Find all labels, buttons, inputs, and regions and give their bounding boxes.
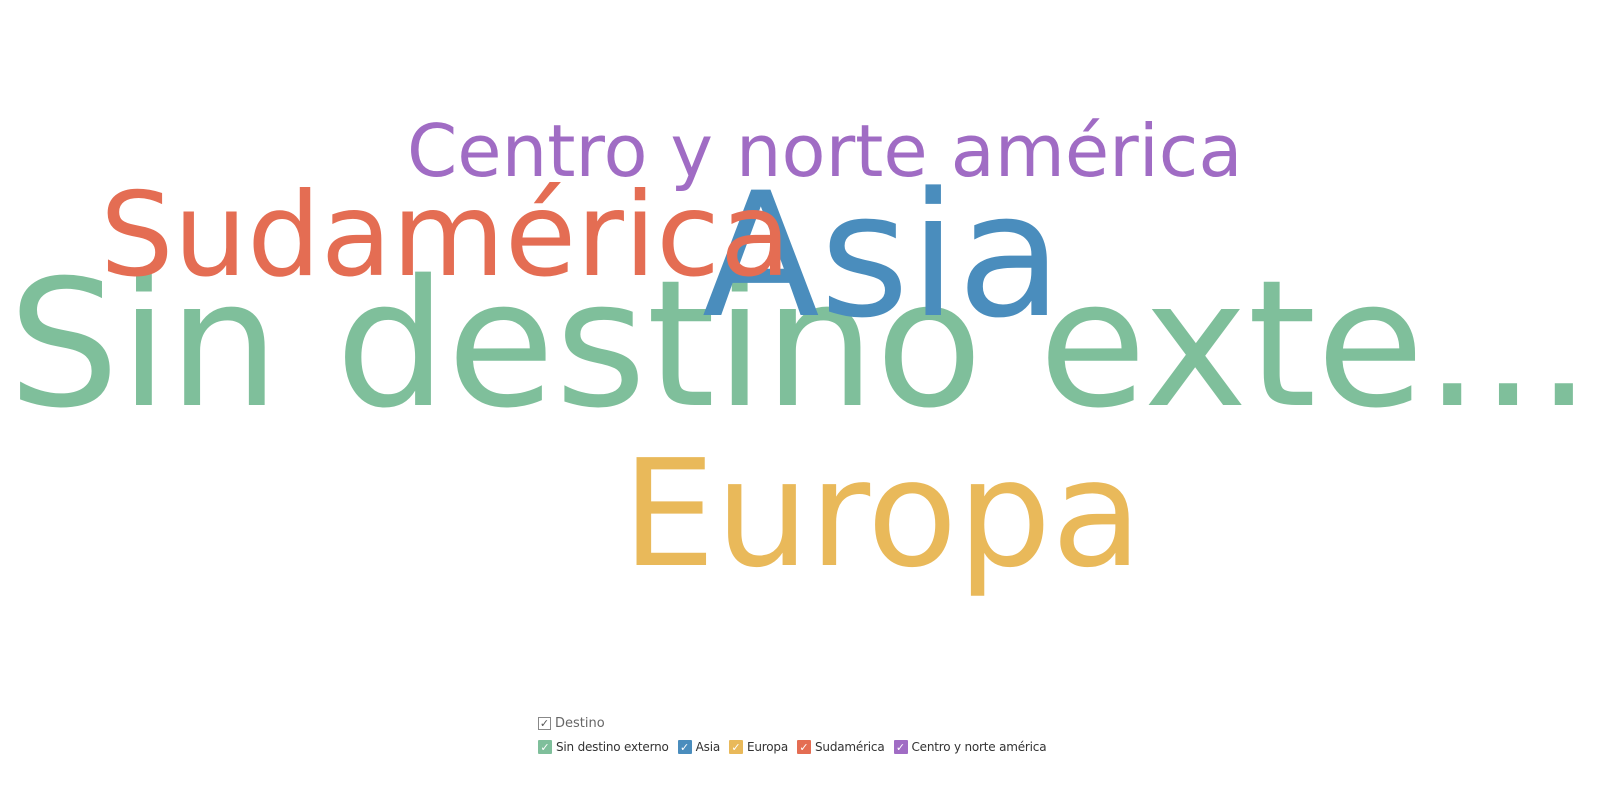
- word-cloud: Sin destino exte... Europa Asia Sudaméri…: [8, 109, 1592, 600]
- legend-label: Sudamérica: [815, 740, 885, 754]
- legend-checkbox-icon[interactable]: ✓: [797, 740, 811, 754]
- legend-item-sudamerica[interactable]: ✓ Sudamérica: [797, 740, 885, 754]
- legend-item-asia[interactable]: ✓ Asia: [677, 740, 721, 754]
- legend-title: Destino: [555, 715, 605, 731]
- legend-label: Asia: [695, 740, 721, 754]
- legend-checkbox-icon[interactable]: ✓: [729, 740, 744, 754]
- legend-items: ✓ Sin destino externo ✓ Asia ✓ Europa ✓ …: [538, 738, 1055, 756]
- legend-label: Centro y norte américa: [911, 740, 1047, 754]
- word-sin-destino-externo[interactable]: Sin destino exte...: [8, 243, 1592, 447]
- legend-item-sin-destino-externo[interactable]: ✓ Sin destino externo: [538, 740, 669, 754]
- legend-checkbox-icon[interactable]: ✓: [677, 740, 692, 754]
- word-sudamerica[interactable]: Sudamérica: [100, 168, 792, 303]
- legend-checkbox-icon[interactable]: ✓: [538, 740, 552, 754]
- legend-checkbox-icon[interactable]: ✓: [893, 740, 908, 754]
- legend-item-centro-y-norte-america[interactable]: ✓ Centro y norte américa: [893, 740, 1047, 754]
- legend: ✓ Destino ✓ Sin destino externo ✓ Asia ✓…: [538, 714, 1055, 756]
- word-asia[interactable]: Asia: [702, 155, 1063, 356]
- word-centro-y-norte-america[interactable]: Centro y norte américa: [407, 109, 1243, 193]
- legend-label: Sin destino externo: [556, 740, 669, 754]
- legend-label: Europa: [747, 740, 788, 754]
- word-europa[interactable]: Europa: [622, 428, 1143, 600]
- legend-title-row[interactable]: ✓ Destino: [538, 714, 1055, 732]
- legend-select-all-checkbox[interactable]: ✓: [538, 716, 551, 730]
- legend-item-europa[interactable]: ✓ Europa: [729, 740, 788, 754]
